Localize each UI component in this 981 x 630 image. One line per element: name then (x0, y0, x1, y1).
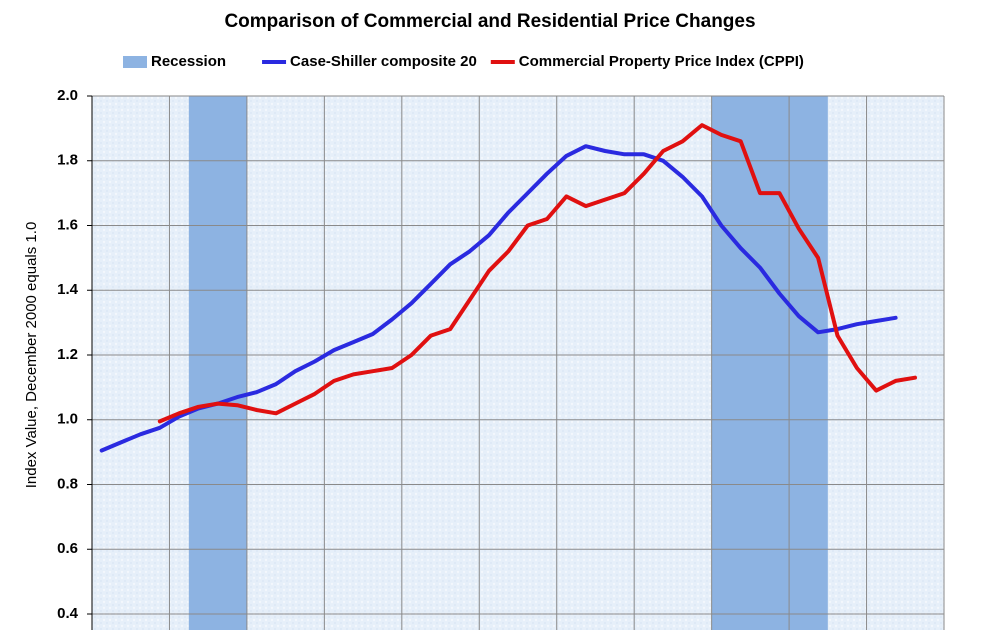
y-tick-label: 1.8 (57, 152, 78, 169)
y-tick-label: 1.6 (57, 216, 78, 233)
y-tick-label: 0.4 (57, 605, 79, 622)
recession-band (711, 96, 828, 630)
y-tick-label: 0.8 (57, 475, 78, 492)
y-tick-label: 1.2 (57, 346, 78, 363)
y-tick-label: 2.0 (57, 87, 78, 104)
legend-swatch (123, 56, 147, 68)
y-tick-label: 1.0 (57, 411, 78, 428)
y-tick-label: 0.6 (57, 540, 78, 557)
legend-label: Commercial Property Price Index (CPPI) (519, 53, 804, 70)
legend: Recession Case-Shiller composite 20 Commer… (123, 53, 804, 70)
chart-title: Comparison of Commercial and Residential… (224, 11, 755, 32)
series-line (99, 144, 898, 453)
y-axis-label: Index Value, December 2000 equals 1.0 (23, 222, 40, 489)
legend-label: Recession (151, 53, 226, 70)
y-tick-label: 1.4 (57, 281, 79, 298)
series-line (157, 123, 917, 424)
legend-label: Case-Shiller composite 20 (290, 53, 477, 70)
recession-band (188, 96, 247, 630)
